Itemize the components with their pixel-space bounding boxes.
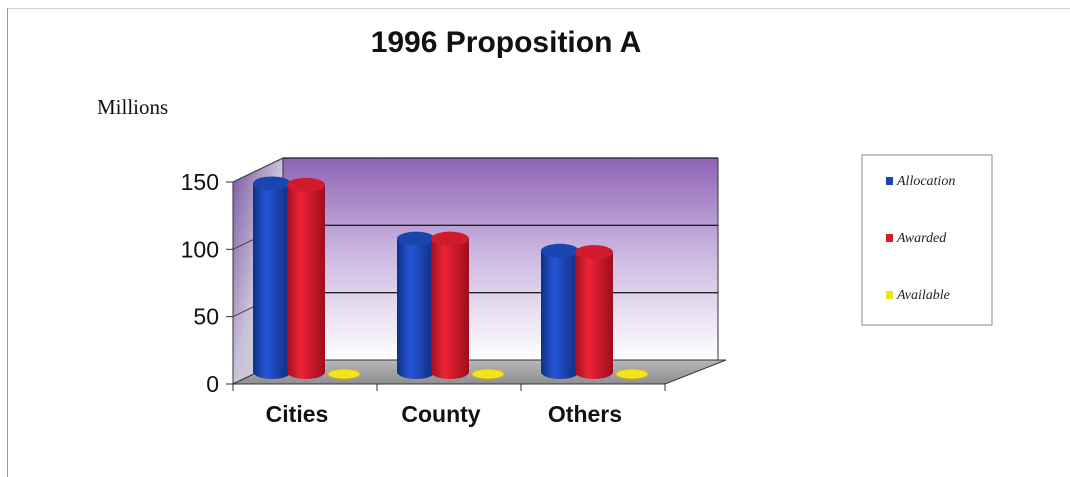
- bar-allocation-others: [541, 243, 579, 379]
- bar-body: [431, 238, 469, 379]
- bar-top: [575, 245, 613, 260]
- bar-awarded-county: [431, 231, 469, 379]
- bar-top: [253, 176, 291, 191]
- bar-available-county: [471, 368, 505, 380]
- x-tick-label: County: [401, 401, 480, 427]
- legend-box: [861, 154, 993, 326]
- y-tick-label: 50: [193, 304, 219, 330]
- legend-swatch-awarded: [886, 234, 893, 242]
- bar-top: [541, 243, 579, 258]
- legend-label-available: Available: [896, 288, 950, 303]
- legend: Allocation Awarded Available: [861, 154, 993, 326]
- bar-allocation-county: [397, 231, 435, 379]
- y-tick-label: 0: [206, 371, 219, 397]
- bar-body: [397, 238, 435, 379]
- bar-available-cities: [327, 368, 361, 380]
- plot-area: 0 50 100 150 Cities County Others: [181, 157, 727, 427]
- bar-body: [287, 184, 325, 379]
- chart-title: 1996 Proposition A: [371, 26, 642, 59]
- bar-body: [541, 250, 579, 379]
- bar-allocation-cities: [253, 176, 291, 379]
- legend-swatch-available: [886, 291, 893, 299]
- bar-awarded-others: [575, 245, 613, 379]
- y-tick-label: 100: [181, 236, 219, 262]
- bar-body: [253, 183, 291, 379]
- y-tick-label: 150: [181, 169, 219, 195]
- bar-body: [575, 252, 613, 379]
- gridline-side: [232, 157, 284, 183]
- x-tick-label: Cities: [266, 401, 329, 427]
- bar-top: [287, 177, 325, 192]
- bar-available-others: [615, 368, 649, 380]
- y-axis-label: Millions: [97, 95, 168, 119]
- bar-awarded-cities: [287, 177, 325, 379]
- legend-swatch-allocation: [886, 177, 893, 185]
- back-wall: [282, 157, 719, 361]
- bar-top: [397, 231, 435, 246]
- legend-label-allocation: Allocation: [896, 174, 955, 189]
- x-tick-label: Others: [548, 401, 622, 427]
- chart-frame: [7, 8, 1070, 477]
- bar-top: [431, 231, 469, 246]
- legend-label-awarded: Awarded: [896, 231, 947, 246]
